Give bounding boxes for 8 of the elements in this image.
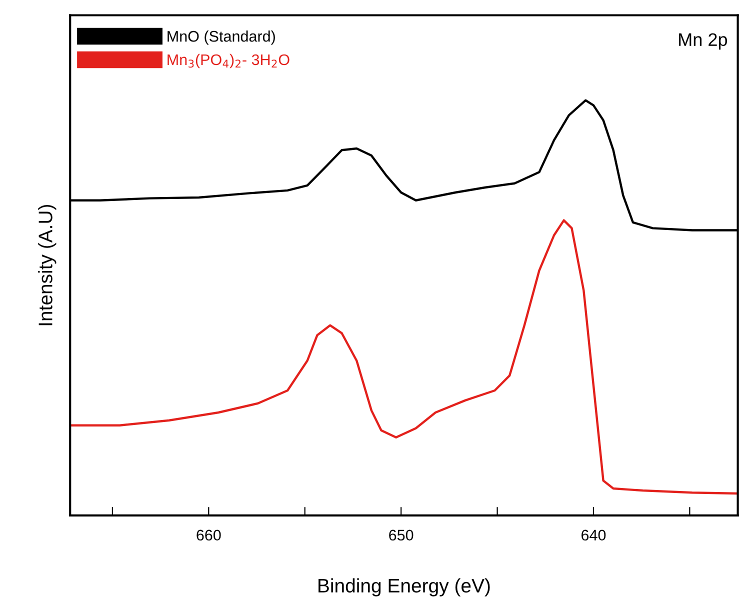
text: Mn 2p: [679, 33, 728, 50]
y-axis-title: Intensity (A.U): [38, 204, 56, 326]
x-axis-title: Binding Energy (eV): [318, 578, 490, 596]
x-tick-label: 660: [196, 530, 221, 541]
x-tick-label: 650: [389, 530, 414, 541]
x-tick-label: 640: [582, 530, 606, 541]
legend-label: MnO (Standard): [168, 30, 275, 45]
text: Mn$_{3}$(PO$_{4}$)$_{2}$- 3H$_{2}$O: [168, 54, 290, 68]
